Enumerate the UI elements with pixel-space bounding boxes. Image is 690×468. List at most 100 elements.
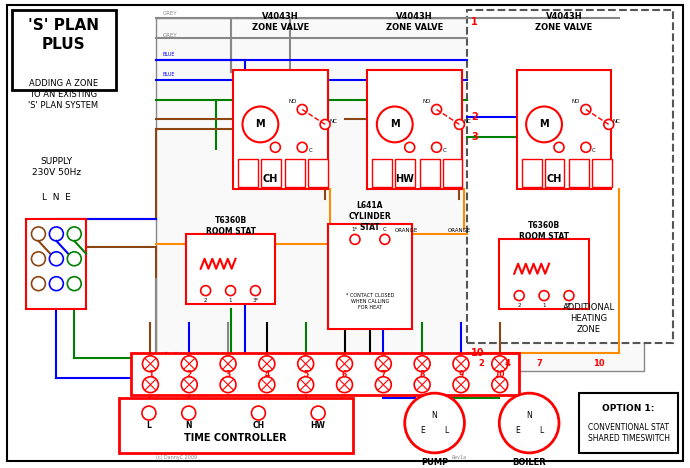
Text: 10: 10 bbox=[495, 370, 505, 379]
Text: T6360B
ROOM STAT: T6360B ROOM STAT bbox=[519, 221, 569, 241]
Bar bbox=[238, 159, 258, 187]
Circle shape bbox=[554, 142, 564, 152]
Text: 1: 1 bbox=[148, 370, 153, 379]
Bar bbox=[186, 234, 275, 304]
Text: N: N bbox=[432, 410, 437, 419]
Text: C: C bbox=[592, 148, 595, 153]
Circle shape bbox=[242, 107, 278, 142]
Circle shape bbox=[181, 356, 197, 372]
Text: 2: 2 bbox=[186, 370, 192, 379]
Bar bbox=[522, 159, 542, 187]
Circle shape bbox=[201, 285, 210, 296]
Text: SUPPLY
230V 50Hz: SUPPLY 230V 50Hz bbox=[32, 157, 81, 177]
Text: M: M bbox=[255, 119, 265, 130]
Circle shape bbox=[604, 119, 613, 129]
Text: N: N bbox=[526, 410, 532, 419]
Circle shape bbox=[350, 234, 360, 244]
Circle shape bbox=[68, 277, 81, 291]
Text: BLUE: BLUE bbox=[163, 72, 175, 77]
Text: 4: 4 bbox=[504, 359, 510, 368]
Bar bbox=[395, 159, 415, 187]
Circle shape bbox=[581, 104, 591, 115]
Circle shape bbox=[50, 277, 63, 291]
Text: 9: 9 bbox=[458, 370, 464, 379]
Text: 8: 8 bbox=[420, 370, 425, 379]
Circle shape bbox=[377, 107, 413, 142]
Circle shape bbox=[514, 291, 524, 300]
Text: 5: 5 bbox=[303, 370, 308, 379]
Text: (c) DannyC 2009: (c) DannyC 2009 bbox=[156, 455, 197, 461]
Bar bbox=[261, 159, 281, 187]
Circle shape bbox=[492, 356, 508, 372]
Bar bbox=[233, 70, 328, 189]
Text: 3*: 3* bbox=[253, 298, 259, 303]
Text: BLUE: BLUE bbox=[163, 52, 175, 57]
Circle shape bbox=[297, 377, 314, 393]
Text: NO: NO bbox=[422, 99, 431, 104]
Bar bbox=[26, 219, 86, 308]
Text: * CONTACT CLOSED
WHEN CALLING
FOR HEAT: * CONTACT CLOSED WHEN CALLING FOR HEAT bbox=[346, 293, 394, 310]
Circle shape bbox=[431, 104, 442, 115]
Text: L641A
CYLINDER
STAT: L641A CYLINDER STAT bbox=[348, 201, 391, 232]
Text: 1: 1 bbox=[471, 17, 478, 27]
Circle shape bbox=[32, 227, 46, 241]
Bar bbox=[592, 159, 612, 187]
Text: 10: 10 bbox=[471, 348, 485, 358]
Text: 1: 1 bbox=[542, 303, 546, 308]
Text: CONVENTIONAL STAT
SHARED TIMESWITCH: CONVENTIONAL STAT SHARED TIMESWITCH bbox=[588, 423, 670, 443]
Circle shape bbox=[405, 393, 464, 453]
Text: NC: NC bbox=[329, 119, 337, 124]
Bar bbox=[373, 159, 393, 187]
Text: NO: NO bbox=[288, 99, 297, 104]
Circle shape bbox=[270, 142, 280, 152]
Text: 7: 7 bbox=[381, 370, 386, 379]
Circle shape bbox=[226, 285, 235, 296]
Text: 'S' PLAN
PLUS: 'S' PLAN PLUS bbox=[28, 18, 99, 51]
Circle shape bbox=[297, 142, 307, 152]
Text: L: L bbox=[146, 421, 151, 430]
Text: 2: 2 bbox=[478, 359, 484, 368]
Circle shape bbox=[564, 291, 574, 300]
Text: 1*: 1* bbox=[352, 227, 358, 232]
Circle shape bbox=[380, 234, 390, 244]
Text: 3*: 3* bbox=[566, 303, 572, 308]
Bar bbox=[420, 159, 440, 187]
Circle shape bbox=[375, 377, 391, 393]
Bar bbox=[308, 159, 328, 187]
Text: 10: 10 bbox=[593, 359, 604, 368]
Circle shape bbox=[259, 356, 275, 372]
Text: HW: HW bbox=[395, 174, 414, 184]
Circle shape bbox=[50, 252, 63, 266]
Circle shape bbox=[220, 377, 236, 393]
Circle shape bbox=[337, 377, 353, 393]
Circle shape bbox=[431, 142, 442, 152]
Text: NO: NO bbox=[572, 99, 580, 104]
Text: 3: 3 bbox=[226, 370, 230, 379]
Text: E: E bbox=[420, 426, 425, 435]
Circle shape bbox=[581, 142, 591, 152]
Bar bbox=[367, 70, 462, 189]
Bar bbox=[544, 159, 564, 187]
Text: V4043H
ZONE VALVE: V4043H ZONE VALVE bbox=[252, 12, 309, 32]
Text: C: C bbox=[383, 227, 386, 232]
Text: NC: NC bbox=[613, 119, 621, 124]
Text: ADDITIONAL
HEATING
ZONE: ADDITIONAL HEATING ZONE bbox=[563, 303, 615, 334]
Bar bbox=[517, 70, 611, 189]
Text: 6: 6 bbox=[342, 370, 347, 379]
Text: C: C bbox=[308, 148, 312, 153]
Text: ORANGE: ORANGE bbox=[395, 228, 418, 234]
Circle shape bbox=[32, 252, 46, 266]
Text: GREY: GREY bbox=[163, 33, 177, 38]
Circle shape bbox=[375, 356, 391, 372]
Circle shape bbox=[526, 107, 562, 142]
Circle shape bbox=[142, 406, 156, 420]
Text: OPTION 1:: OPTION 1: bbox=[602, 403, 655, 413]
Text: 3: 3 bbox=[471, 132, 478, 142]
Text: 2: 2 bbox=[471, 112, 478, 123]
Circle shape bbox=[405, 142, 415, 152]
Text: TIME CONTROLLER: TIME CONTROLLER bbox=[184, 433, 287, 443]
Text: M: M bbox=[390, 119, 400, 130]
Circle shape bbox=[414, 356, 430, 372]
Bar bbox=[328, 225, 412, 329]
Text: NC: NC bbox=[464, 119, 471, 124]
